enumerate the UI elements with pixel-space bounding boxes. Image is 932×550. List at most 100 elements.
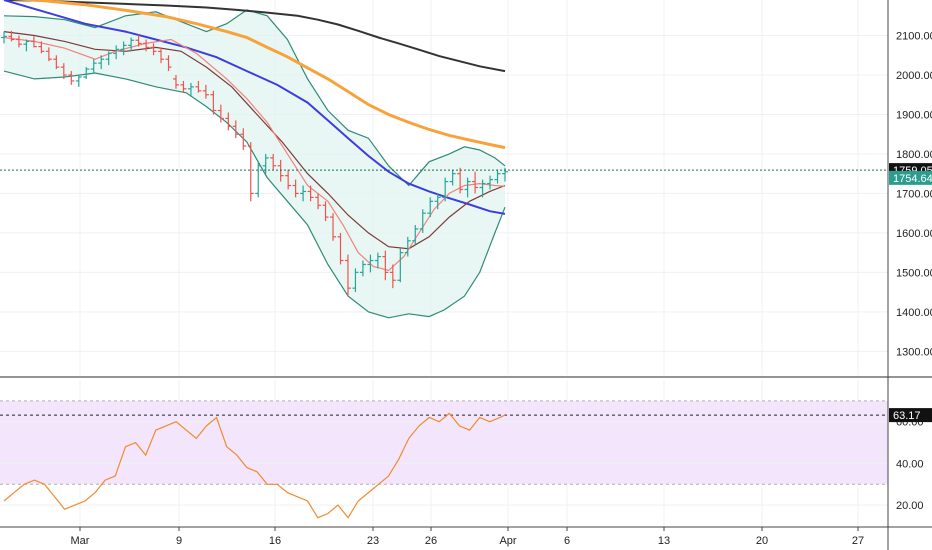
ohlc-bar bbox=[128, 37, 135, 52]
ohlc-bar bbox=[487, 175, 494, 190]
price-tick-label: 1300.00 bbox=[896, 346, 932, 358]
price-tick-label: 1700.00 bbox=[896, 188, 932, 200]
last-price-badge-label: 1754.64 bbox=[893, 173, 932, 185]
ohlc-bar bbox=[150, 43, 157, 56]
ohlc-bar bbox=[210, 90, 217, 115]
time-tick-label: 13 bbox=[658, 535, 670, 547]
ohlc-bar bbox=[285, 169, 292, 190]
ohlc-bar bbox=[247, 142, 254, 202]
ohlc-bar bbox=[322, 201, 329, 222]
ohlc-bar bbox=[23, 39, 30, 52]
ohlc-bar bbox=[412, 225, 419, 245]
price-tick-label: 1400.00 bbox=[896, 307, 932, 319]
ohlc-bar bbox=[472, 171, 479, 194]
ma-orange-line bbox=[11, 0, 506, 150]
ohlc-bar bbox=[240, 128, 247, 150]
rsi-line bbox=[3, 412, 506, 519]
ohlc-bar bbox=[90, 59, 97, 74]
ohlc-bar bbox=[315, 193, 322, 210]
ohlc-bar bbox=[397, 248, 404, 283]
ohlc-bar bbox=[479, 179, 486, 198]
ohlc-bar bbox=[359, 260, 366, 277]
ohlc-bar bbox=[165, 55, 172, 72]
time-tick-label: Mar bbox=[71, 535, 90, 547]
ohlc-bar bbox=[60, 63, 67, 79]
ohlc-bar bbox=[300, 185, 307, 202]
ohlc-bar bbox=[449, 169, 456, 186]
ohlc-bar bbox=[382, 250, 389, 281]
rsi-tick-label: 40.00 bbox=[896, 458, 924, 470]
ohlc-bar bbox=[105, 51, 112, 66]
ohlc-bar bbox=[255, 161, 262, 198]
rsi-last-badge-label: 63.17 bbox=[893, 410, 921, 422]
ohlc-bar bbox=[195, 80, 202, 93]
time-tick-label: 23 bbox=[367, 535, 379, 547]
ohlc-bar bbox=[45, 47, 52, 62]
ohlc-bar bbox=[352, 268, 359, 293]
ohlc-bar bbox=[15, 35, 22, 48]
time-tick-label: 20 bbox=[756, 535, 768, 547]
ohlc-bar bbox=[172, 75, 179, 89]
ohlc-bar bbox=[464, 177, 471, 198]
price-tick-label: 1500.00 bbox=[896, 267, 932, 279]
ohlc-bar bbox=[427, 197, 434, 218]
ohlc-bar bbox=[374, 252, 381, 269]
ohlc-bar bbox=[457, 167, 464, 194]
time-tick-label: Apr bbox=[499, 535, 516, 547]
ohlc-bar bbox=[98, 55, 105, 70]
ohlc-bar bbox=[344, 254, 351, 297]
rsi-last-badge: 63.17 bbox=[889, 408, 932, 423]
ohlc-bar bbox=[292, 179, 299, 198]
time-tick-label: 9 bbox=[176, 535, 182, 547]
ohlc-bar bbox=[330, 213, 337, 241]
ohlc-bar bbox=[225, 112, 232, 131]
last-price-badge-box bbox=[889, 170, 932, 185]
rsi-band-fill bbox=[0, 400, 888, 485]
ohlc-bar bbox=[217, 104, 224, 123]
price-tick-label: 1600.00 bbox=[896, 228, 932, 240]
ohlc-bar bbox=[8, 30, 15, 42]
ohlc-bar bbox=[307, 185, 314, 202]
ohlc-bar bbox=[187, 82, 194, 97]
ema-slow-line bbox=[3, 31, 506, 250]
ohlc-bar bbox=[38, 41, 45, 54]
price-tick-label: 1800.00 bbox=[896, 149, 932, 161]
ma-black-line bbox=[3, 0, 506, 73]
ohlc-bar bbox=[434, 193, 441, 210]
ohlc-bar bbox=[232, 120, 239, 139]
ohlc-bar bbox=[53, 55, 60, 70]
ema-fast-line bbox=[3, 36, 506, 272]
ohlc-bar bbox=[202, 84, 209, 99]
ohlc-bar bbox=[68, 71, 75, 85]
ohlc-bar bbox=[494, 169, 501, 184]
ohlc-bar bbox=[1, 31, 7, 44]
ohlc-bar bbox=[135, 34, 142, 47]
ohlc-bar bbox=[75, 75, 82, 87]
ohlc-bar bbox=[158, 47, 165, 64]
ohlc-bar bbox=[419, 209, 426, 233]
bollinger-upper-line bbox=[3, 9, 506, 187]
ohlc-bar bbox=[120, 41, 127, 56]
time-tick-label: 27 bbox=[852, 535, 864, 547]
price-tick-label: 2100.00 bbox=[896, 31, 932, 43]
time-tick-label: 16 bbox=[269, 535, 281, 547]
last-price-badge: 1754.64 bbox=[889, 170, 932, 185]
ohlc-bar bbox=[143, 39, 150, 52]
time-tick-label: 6 bbox=[564, 535, 570, 547]
ohlc-bar bbox=[277, 159, 284, 182]
ohlc-bar bbox=[389, 264, 396, 289]
rsi-last-badge-box bbox=[889, 408, 932, 423]
price-tick-label: 2000.00 bbox=[896, 70, 932, 82]
time-tick-label: 26 bbox=[425, 535, 437, 547]
ohlc-bar bbox=[442, 177, 449, 202]
ohlc-bar bbox=[270, 153, 277, 170]
ohlc-bar bbox=[30, 36, 37, 48]
ohlc-bar bbox=[180, 80, 187, 93]
ohlc-bar bbox=[113, 45, 120, 60]
ohlc-bar bbox=[83, 67, 90, 79]
rsi-tick-label: 20.00 bbox=[896, 500, 924, 512]
ohlc-bar bbox=[337, 232, 344, 265]
price-tick-label: 1900.00 bbox=[896, 109, 932, 121]
ohlc-bar bbox=[404, 236, 411, 257]
